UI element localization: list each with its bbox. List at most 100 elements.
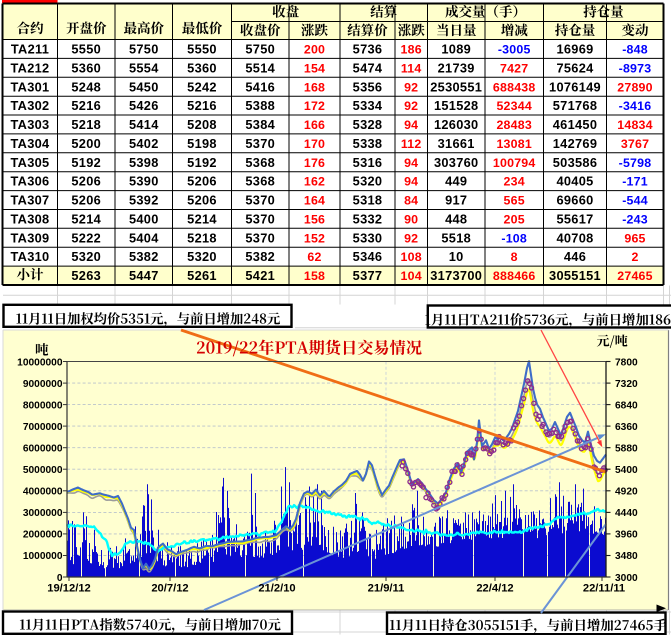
svg-text:94: 94	[404, 156, 418, 170]
svg-text:5000000: 5000000	[23, 465, 63, 476]
svg-text:5218: 5218	[71, 117, 101, 132]
svg-text:5750: 5750	[129, 42, 159, 57]
svg-text:448: 448	[445, 212, 467, 227]
svg-text:-848: -848	[622, 43, 648, 57]
svg-text:446: 446	[564, 249, 586, 264]
svg-text:3173700: 3173700	[430, 268, 482, 283]
svg-text:6840: 6840	[615, 400, 638, 411]
svg-text:8: 8	[511, 250, 518, 264]
svg-text:-243: -243	[622, 213, 648, 227]
svg-text:5320: 5320	[71, 249, 101, 264]
svg-text:5370: 5370	[245, 193, 275, 208]
svg-text:5450: 5450	[129, 79, 159, 94]
svg-text:5550: 5550	[187, 42, 217, 57]
svg-text:162: 162	[304, 175, 325, 189]
svg-text:31661: 31661	[438, 136, 475, 151]
svg-text:5206: 5206	[187, 193, 217, 208]
svg-text:5554: 5554	[129, 60, 159, 75]
svg-text:8000000: 8000000	[23, 400, 63, 411]
svg-text:-5798: -5798	[619, 156, 652, 170]
svg-text:3767: 3767	[621, 137, 649, 151]
svg-text:13081: 13081	[496, 137, 531, 151]
svg-text:5368: 5368	[245, 174, 275, 189]
svg-text:-3416: -3416	[619, 99, 652, 113]
svg-text:40405: 40405	[556, 174, 593, 189]
svg-text:7800: 7800	[615, 357, 638, 368]
svg-text:108: 108	[401, 250, 422, 264]
svg-text:5360: 5360	[71, 60, 101, 75]
svg-text:5330: 5330	[353, 230, 383, 245]
svg-text:2000000: 2000000	[23, 530, 63, 541]
svg-text:5263: 5263	[71, 268, 101, 283]
svg-text:10000000: 10000000	[17, 357, 63, 368]
svg-text:TA310: TA310	[11, 249, 50, 264]
svg-text:92: 92	[404, 99, 418, 113]
svg-text:5332: 5332	[353, 212, 383, 227]
svg-text:5382: 5382	[245, 249, 275, 264]
svg-text:151528: 151528	[434, 98, 479, 113]
svg-text:152: 152	[304, 231, 325, 245]
svg-text:75624: 75624	[556, 60, 594, 75]
svg-text:5320: 5320	[353, 174, 383, 189]
svg-text:10: 10	[449, 249, 464, 264]
svg-text:20/7/12: 20/7/12	[151, 583, 188, 595]
svg-text:234: 234	[504, 175, 525, 189]
svg-text:571768: 571768	[553, 98, 598, 113]
svg-text:176: 176	[304, 156, 325, 170]
svg-text:100794: 100794	[493, 156, 536, 170]
svg-text:21739: 21739	[438, 60, 475, 75]
svg-text:84: 84	[404, 194, 418, 208]
svg-text:449: 449	[445, 174, 467, 189]
svg-text:5416: 5416	[245, 79, 275, 94]
svg-text:-171: -171	[622, 175, 648, 189]
svg-text:5390: 5390	[129, 174, 159, 189]
svg-text:3055151: 3055151	[549, 268, 601, 283]
svg-text:126030: 126030	[434, 117, 479, 132]
svg-text:40708: 40708	[556, 230, 593, 245]
svg-text:69660: 69660	[556, 193, 593, 208]
svg-text:1076149: 1076149	[549, 79, 601, 94]
svg-text:92: 92	[404, 80, 418, 94]
svg-text:200: 200	[304, 43, 325, 57]
svg-text:688438: 688438	[493, 80, 536, 94]
svg-text:5338: 5338	[353, 136, 383, 151]
svg-text:303760: 303760	[434, 155, 479, 170]
svg-text:TA211: TA211	[11, 42, 49, 57]
svg-text:TA212: TA212	[11, 60, 50, 75]
svg-text:168: 168	[304, 80, 325, 94]
svg-text:90: 90	[404, 213, 418, 227]
svg-text:917: 917	[445, 193, 467, 208]
svg-text:5216: 5216	[187, 98, 217, 113]
svg-text:5392: 5392	[129, 193, 159, 208]
svg-text:5192: 5192	[71, 155, 101, 170]
svg-text:9000000: 9000000	[23, 379, 63, 390]
svg-text:55617: 55617	[556, 212, 593, 227]
svg-text:-108: -108	[501, 231, 527, 245]
svg-text:27890: 27890	[617, 80, 652, 94]
svg-text:TA301: TA301	[11, 79, 50, 94]
svg-text:5750: 5750	[245, 42, 275, 57]
svg-text:5370: 5370	[245, 136, 275, 151]
svg-text:965: 965	[624, 231, 645, 245]
svg-text:4440: 4440	[615, 508, 638, 519]
svg-text:5377: 5377	[353, 268, 383, 283]
svg-text:461450: 461450	[553, 117, 598, 132]
svg-text:22/11/11: 22/11/11	[583, 583, 625, 595]
svg-text:5192: 5192	[187, 155, 217, 170]
svg-text:1089: 1089	[441, 42, 471, 57]
svg-text:112: 112	[401, 137, 422, 151]
svg-text:565: 565	[504, 194, 525, 208]
svg-text:5421: 5421	[245, 268, 275, 283]
svg-text:19/12/12: 19/12/12	[47, 583, 91, 595]
svg-text:205: 205	[504, 213, 525, 227]
svg-text:5398: 5398	[129, 155, 159, 170]
svg-text:-3005: -3005	[498, 43, 531, 57]
svg-text:5214: 5214	[187, 212, 217, 227]
svg-text:52344: 52344	[496, 99, 531, 113]
svg-text:3480: 3480	[615, 551, 638, 562]
svg-text:22/4/12: 22/4/12	[476, 583, 513, 595]
svg-text:5334: 5334	[353, 98, 383, 113]
svg-text:3000: 3000	[615, 573, 638, 584]
svg-text:62: 62	[307, 250, 321, 264]
svg-text:114: 114	[401, 61, 422, 75]
